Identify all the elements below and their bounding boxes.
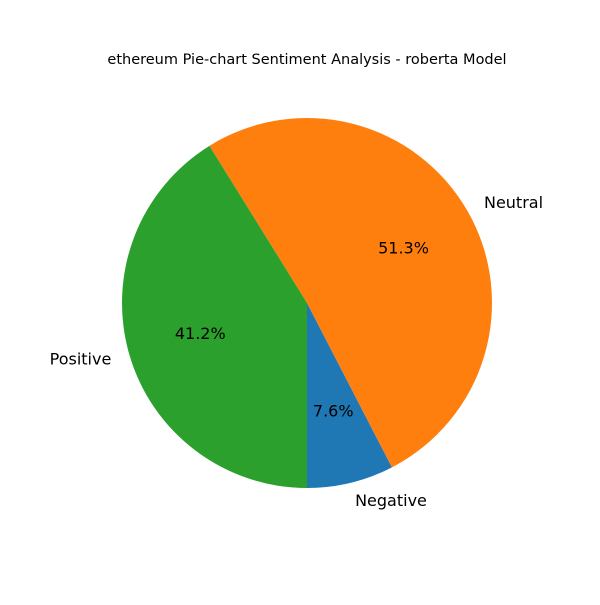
pie-slice-neutral xyxy=(209,118,492,468)
chart-title: ethereum Pie-chart Sentiment Analysis - … xyxy=(107,52,506,68)
category-label-negative: Negative xyxy=(355,491,427,510)
category-label-neutral: Neutral xyxy=(484,193,543,212)
percent-label-positive: 41.2% xyxy=(175,324,226,343)
category-label-positive: Positive xyxy=(50,349,112,368)
pie-slices xyxy=(122,118,492,488)
pie-labels: Negative 7.6% Neutral 51.3% Positive 41.2% xyxy=(50,193,543,510)
percent-label-neutral: 51.3% xyxy=(378,239,429,258)
pie-slice-positive xyxy=(122,145,307,488)
percent-label-negative: 7.6% xyxy=(313,401,354,420)
pie-slice-negative xyxy=(307,303,392,488)
